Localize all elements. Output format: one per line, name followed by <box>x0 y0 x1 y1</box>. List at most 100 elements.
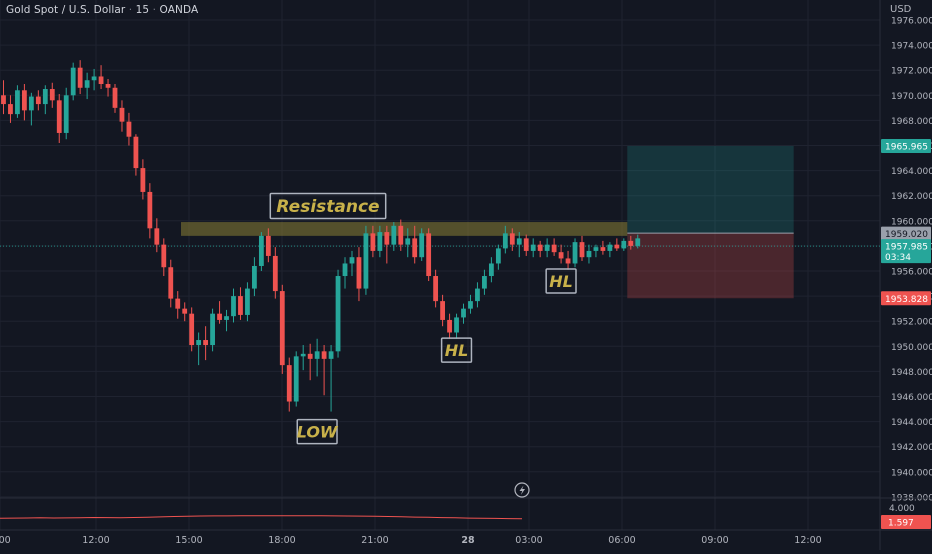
candle-body-up[interactable] <box>91 76 97 81</box>
candle-body-down[interactable] <box>189 313 195 346</box>
lightning-icon[interactable] <box>514 482 530 498</box>
candle-body-down[interactable] <box>119 107 125 122</box>
candle-body-down[interactable] <box>21 90 27 111</box>
candle-body-up[interactable] <box>84 80 90 88</box>
candle-body-down[interactable] <box>140 168 146 192</box>
candle-body-up[interactable] <box>314 351 320 359</box>
candle-body-down[interactable] <box>49 89 55 101</box>
candle-body-up[interactable] <box>516 238 522 245</box>
candle-body-up[interactable] <box>635 238 641 246</box>
candle-body-up[interactable] <box>482 276 487 289</box>
candle-body-down[interactable] <box>168 267 174 299</box>
candle-body-up[interactable] <box>42 89 48 105</box>
candle-body-up[interactable] <box>342 263 348 277</box>
candle-body-down[interactable] <box>133 136 139 169</box>
candle-body-up[interactable] <box>349 257 355 264</box>
candle-body-up[interactable] <box>475 288 480 302</box>
candle-body-up[interactable] <box>15 90 20 115</box>
candle-body-up[interactable] <box>621 240 627 249</box>
candle-body-up[interactable] <box>502 233 508 249</box>
candle-body-up[interactable] <box>363 233 369 289</box>
candle-body-up[interactable] <box>454 317 459 333</box>
candle-body-down[interactable] <box>272 255 278 292</box>
candle-body-down[interactable] <box>447 319 452 333</box>
candle-body-up[interactable] <box>607 244 613 251</box>
annotation-0-box[interactable] <box>296 418 338 445</box>
candle-body-down[interactable] <box>614 244 620 249</box>
resistance-annotation-box[interactable] <box>269 192 387 220</box>
candle-body-down[interactable] <box>579 242 585 258</box>
candle-body-down[interactable] <box>265 235 271 256</box>
candle-body-up[interactable] <box>196 340 202 346</box>
candle-body-up[interactable] <box>328 351 334 359</box>
candle-body-up[interactable] <box>210 313 215 346</box>
candle-body-up[interactable] <box>544 244 550 251</box>
candle-body-down[interactable] <box>370 233 376 251</box>
candle-body-down[interactable] <box>161 244 167 268</box>
candle-body-up[interactable] <box>405 238 411 245</box>
candle-body-down[interactable] <box>77 67 83 88</box>
position-target-zone[interactable] <box>627 145 794 234</box>
candle-body-down[interactable] <box>147 191 153 229</box>
candle-body-down[interactable] <box>356 257 362 289</box>
candle-body-up[interactable] <box>245 288 250 315</box>
candle-body-down[interactable] <box>98 76 104 85</box>
candle-body-down[interactable] <box>600 247 606 251</box>
candle-body-down[interactable] <box>509 233 515 245</box>
candle-body-down[interactable] <box>440 301 445 320</box>
candle-body-up[interactable] <box>293 356 299 402</box>
candle-body-up[interactable] <box>63 95 69 133</box>
candle-body-down[interactable] <box>238 296 243 315</box>
candle-body-down[interactable] <box>558 252 564 259</box>
candle-body-up[interactable] <box>28 96 34 111</box>
candle-body-down[interactable] <box>8 104 13 115</box>
candle-body-up[interactable] <box>252 265 257 289</box>
candle-body-up[interactable] <box>70 67 76 96</box>
candle-body-up[interactable] <box>377 232 383 251</box>
candle-body-up[interactable] <box>419 233 425 258</box>
candle-body-down[interactable] <box>175 298 181 309</box>
candle-body-down[interactable] <box>154 228 160 245</box>
resistance-zone[interactable] <box>181 222 628 236</box>
candle-body-up[interactable] <box>300 353 306 357</box>
candle-body-down[interactable] <box>412 238 418 258</box>
candle-body-down[interactable] <box>1 95 6 105</box>
candle-body-down[interactable] <box>182 308 188 314</box>
candle-body-down[interactable] <box>286 365 292 402</box>
candle-body-down[interactable] <box>203 340 209 346</box>
candle-body-down[interactable] <box>105 84 111 88</box>
candle-body-up[interactable] <box>231 296 236 317</box>
candle-body-up[interactable] <box>495 248 501 264</box>
candle-body-up[interactable] <box>530 244 536 251</box>
candle-body-down[interactable] <box>398 225 404 245</box>
annotation-1-box[interactable] <box>440 337 473 363</box>
candle-body-down[interactable] <box>551 244 557 253</box>
candle-body-down[interactable] <box>426 233 432 277</box>
candle-body-down[interactable] <box>279 291 285 366</box>
candle-body-up[interactable] <box>468 301 473 309</box>
candle-body-down[interactable] <box>565 258 571 264</box>
candle-body-down[interactable] <box>126 121 132 137</box>
candle-body-up[interactable] <box>461 308 466 318</box>
candle-body-down[interactable] <box>321 351 327 359</box>
annotation-2-box[interactable] <box>545 268 577 294</box>
candle-body-down[interactable] <box>537 244 543 251</box>
candle-body-down[interactable] <box>307 353 313 359</box>
candle-body-down[interactable] <box>384 232 390 245</box>
candle-body-up[interactable] <box>224 316 229 320</box>
candle-body-down[interactable] <box>628 240 634 246</box>
candle-body-down[interactable] <box>112 87 118 108</box>
candle-body-up[interactable] <box>593 247 599 251</box>
candle-body-down[interactable] <box>433 276 439 302</box>
candle-body-up[interactable] <box>488 263 494 277</box>
candle-body-up[interactable] <box>391 225 397 245</box>
position-stop-zone[interactable] <box>627 233 794 299</box>
candle-body-up[interactable] <box>258 235 264 266</box>
candle-body-down[interactable] <box>56 100 62 133</box>
candle-body-up[interactable] <box>335 276 341 352</box>
candle-body-down[interactable] <box>523 238 529 251</box>
candle-body-down[interactable] <box>217 313 222 320</box>
candle-body-down[interactable] <box>35 96 41 105</box>
